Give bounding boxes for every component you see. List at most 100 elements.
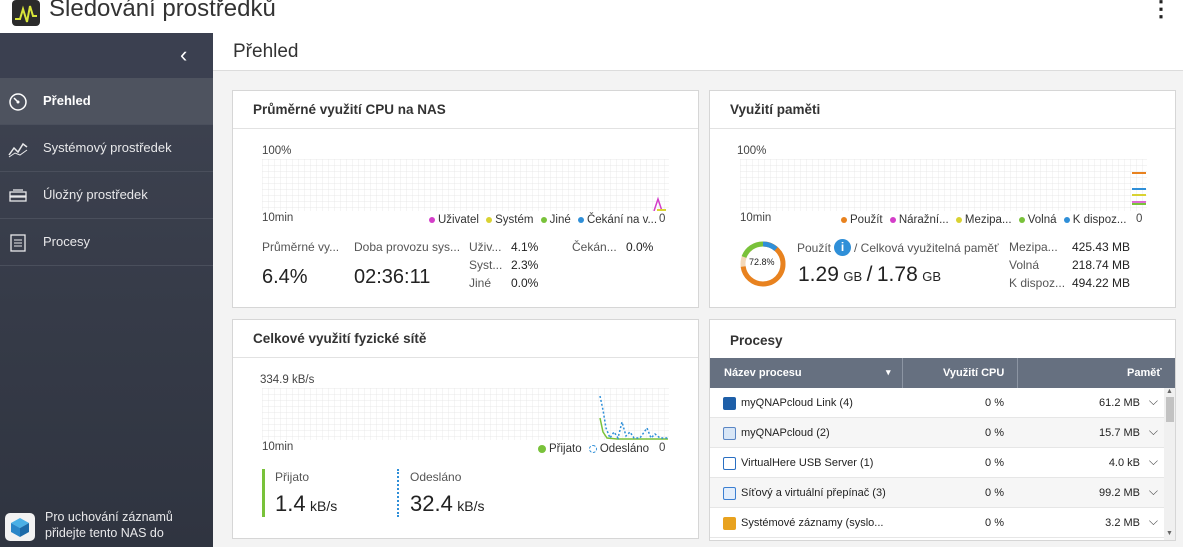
column-header-name[interactable]: Název procesu bbox=[724, 367, 802, 379]
expand-chevron-icon[interactable]: ⌵ bbox=[1148, 484, 1158, 498]
user-cpu-label: Uživ... bbox=[469, 240, 502, 254]
table-row[interactable]: VirtualHere USB Server (1) 0 % 4.0 kB ⌵ bbox=[710, 448, 1164, 478]
nas-cloud-note[interactable]: Pro uchování záznamů přidejte tento NAS … bbox=[0, 495, 213, 547]
memory-total-label: / Celková využitelná paměť bbox=[854, 241, 999, 255]
legend-item: Mezipa... bbox=[955, 214, 1012, 226]
scroll-down-icon[interactable]: ▼ bbox=[1166, 530, 1173, 537]
process-memory: 4.0 kB bbox=[1108, 457, 1140, 469]
chart-zero-label: 0 bbox=[1136, 213, 1143, 225]
table-row[interactable]: myQNAPcloud Link (4) 0 % 61.2 MB ⌵ bbox=[710, 388, 1164, 418]
cpu-chart bbox=[262, 159, 669, 211]
processes-card: Procesy Název procesu ▾ Využití CPU Pamě… bbox=[709, 319, 1176, 541]
sidebar-item-label: Systémový prostředek bbox=[43, 140, 172, 155]
expand-chevron-icon[interactable]: ⌵ bbox=[1148, 394, 1158, 408]
chart-zero-label: 0 bbox=[659, 213, 666, 225]
scroll-up-icon[interactable]: ▲ bbox=[1166, 388, 1173, 395]
chart-max-label: 100% bbox=[262, 145, 292, 157]
storage-drive-icon bbox=[8, 186, 28, 206]
process-cpu: 0 % bbox=[985, 487, 1004, 499]
cpu-user-series bbox=[653, 196, 663, 211]
table-row[interactable]: Síťový a virtuální přepínač (3) 0 % 99.2… bbox=[710, 478, 1164, 508]
sidebar: ‹ Přehled Systémový prostředek Úložný pr… bbox=[0, 33, 213, 547]
processes-scrollbar[interactable]: ▲ ▼ bbox=[1164, 388, 1175, 540]
process-memory: 61.2 MB bbox=[1099, 397, 1140, 409]
gauge-icon bbox=[8, 92, 28, 112]
process-name: Síťový a virtuální přepínač (3) bbox=[741, 487, 886, 499]
card-title: Procesy bbox=[730, 333, 783, 348]
column-header-cpu[interactable]: Využití CPU bbox=[943, 367, 1005, 379]
process-cpu: 0 % bbox=[985, 427, 1004, 439]
sort-down-icon[interactable]: ▾ bbox=[886, 367, 891, 377]
page-header: Přehled bbox=[213, 33, 1183, 71]
memory-used-value: 1.29 bbox=[798, 263, 839, 286]
legend-item: Čekání na v... bbox=[577, 214, 657, 226]
sidebar-item-prehled[interactable]: Přehled bbox=[0, 78, 213, 125]
legend-item: Uživatel bbox=[429, 214, 479, 226]
system-cpu-label: Syst... bbox=[469, 258, 503, 272]
cpu-chart-legend: Uživatel Systém Jiné Čekání na v... bbox=[425, 214, 657, 226]
card-divider bbox=[233, 357, 698, 358]
sidebar-item-procesy[interactable]: Procesy bbox=[0, 219, 213, 266]
network-chart bbox=[262, 388, 669, 440]
legend-item: Náražní... bbox=[889, 214, 949, 226]
memory-used-unit: GB bbox=[843, 269, 863, 284]
sent-unit: kB/s bbox=[457, 498, 485, 514]
received-value: 1.4 bbox=[275, 491, 306, 516]
chart-time-label: 10min bbox=[740, 212, 772, 224]
sent-value: 32.4 bbox=[410, 491, 453, 516]
sent-rate: 32.4 kB/s bbox=[410, 491, 485, 517]
card-divider bbox=[233, 128, 698, 129]
legend-item: Odesláno bbox=[588, 443, 649, 455]
cloud-icon bbox=[723, 427, 736, 440]
wait-cpu-value: 0.0% bbox=[626, 240, 654, 254]
sidebar-item-label: Úložný prostředek bbox=[43, 187, 148, 202]
expand-chevron-icon[interactable]: ⌵ bbox=[1148, 514, 1158, 528]
sidebar-item-label: Procesy bbox=[43, 234, 90, 249]
info-icon[interactable]: i bbox=[834, 239, 851, 256]
sidebar-item-label: Přehled bbox=[43, 93, 91, 108]
process-name: VirtualHere USB Server (1) bbox=[741, 457, 874, 469]
table-row[interactable]: myQNAPcloud (2) 0 % 15.7 MB ⌵ bbox=[710, 418, 1164, 448]
column-header-memory[interactable]: Paměť bbox=[1127, 367, 1162, 379]
uptime-value: 02:36:11 bbox=[354, 266, 431, 288]
app-title: Sledování prostředků bbox=[49, 0, 276, 22]
received-unit: kB/s bbox=[310, 498, 338, 514]
expand-chevron-icon[interactable]: ⌵ bbox=[1148, 454, 1158, 468]
chart-time-label: 10min bbox=[262, 212, 294, 224]
sidebar-item-ulozny-prostredek[interactable]: Úložný prostředek bbox=[0, 172, 213, 219]
memory-used-total: 1.29 GB / 1.78 GB bbox=[798, 263, 941, 287]
scrollbar-thumb[interactable] bbox=[1166, 397, 1174, 422]
process-name: myQNAPcloud (2) bbox=[741, 427, 830, 439]
memory-total-value: 1.78 bbox=[876, 263, 918, 286]
memory-separator: / bbox=[866, 263, 873, 286]
legend-item: Systém bbox=[486, 214, 533, 226]
collapse-chevron-left-icon[interactable]: ‹ bbox=[180, 42, 188, 67]
memory-usage-card: Využití paměti 100% 10min 0 Použít Náraž… bbox=[709, 90, 1176, 308]
sent-label: Odesláno bbox=[410, 470, 462, 484]
table-row[interactable]: Systémové záznamy (syslo... 0 % 3.2 MB ⌵ bbox=[710, 508, 1164, 538]
legend-item: Přijato bbox=[538, 443, 582, 455]
card-title: Průměrné využití CPU na NAS bbox=[253, 102, 446, 117]
memory-cache-label: Mezipa... bbox=[1009, 240, 1058, 254]
more-vertical-icon[interactable]: ⋮ bbox=[1150, 0, 1172, 21]
memory-total-unit: GB bbox=[922, 269, 941, 284]
legend-item: Použít bbox=[841, 214, 883, 226]
processes-table-header: Název procesu ▾ Využití CPU Paměť bbox=[710, 358, 1175, 388]
other-cpu-label: Jiné bbox=[469, 276, 492, 290]
sidebar-item-systemovy-prostredek[interactable]: Systémový prostředek bbox=[0, 125, 213, 172]
expand-chevron-icon[interactable]: ⌵ bbox=[1148, 424, 1158, 438]
usb-server-icon bbox=[723, 457, 736, 470]
received-label: Přijato bbox=[275, 470, 310, 484]
system-cpu-value: 2.3% bbox=[511, 258, 539, 272]
process-name: myQNAPcloud Link (4) bbox=[741, 397, 853, 409]
network-sent-series bbox=[599, 395, 668, 440]
memory-free-label: Volná bbox=[1009, 258, 1040, 272]
chart-max-label: 100% bbox=[737, 145, 767, 157]
avg-cpu-label: Průměrné vy... bbox=[262, 240, 340, 254]
myqnapcloud-link-icon bbox=[723, 397, 736, 410]
title-bar: Sledování prostředků ⋮ bbox=[0, 0, 1183, 30]
chart-time-label: 10min bbox=[262, 441, 294, 453]
memory-used-label: Použít bbox=[797, 241, 832, 255]
legend-item: K dispoz... bbox=[1063, 214, 1126, 226]
